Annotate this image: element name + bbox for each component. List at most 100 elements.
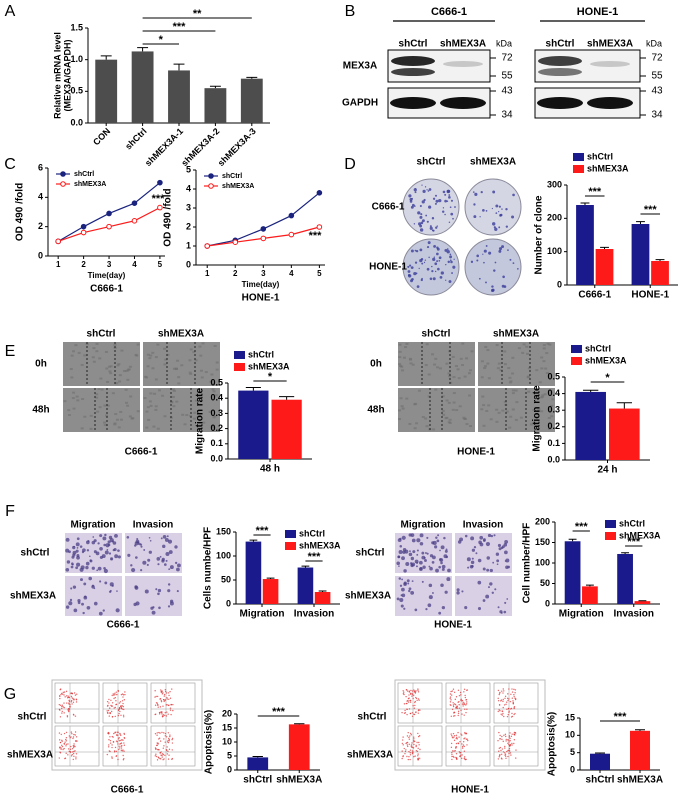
texture	[436, 366, 440, 369]
event	[509, 752, 512, 754]
cell	[134, 585, 138, 589]
event	[117, 738, 120, 740]
texture	[459, 357, 463, 360]
cell	[416, 562, 418, 564]
cell	[114, 533, 118, 538]
error-bar	[245, 387, 261, 391]
texture	[398, 356, 402, 359]
cell	[148, 550, 152, 554]
texture	[172, 389, 176, 392]
event	[410, 734, 412, 736]
texture	[454, 365, 458, 368]
x-tick-label: Migration	[240, 609, 285, 620]
cell	[163, 563, 167, 566]
significance-label: ***	[173, 21, 187, 33]
event	[406, 744, 409, 746]
texture	[431, 353, 435, 356]
event	[117, 690, 120, 692]
texture	[213, 344, 217, 347]
event	[501, 735, 503, 738]
event	[74, 750, 76, 752]
y-tick-label: 10	[222, 736, 232, 746]
texture	[188, 371, 192, 374]
y-axis-label: Migration rate	[195, 388, 206, 455]
texture	[71, 397, 75, 400]
event	[122, 716, 125, 718]
event	[161, 690, 163, 692]
cell	[497, 606, 500, 609]
event	[453, 739, 456, 742]
y-tick-label: 100	[547, 246, 562, 256]
lane-label: shCtrl	[546, 39, 575, 50]
colony	[434, 262, 438, 266]
event	[513, 742, 515, 745]
event	[417, 755, 419, 757]
cell	[482, 599, 486, 602]
x-tick-label: shCtrl	[243, 775, 272, 786]
texture	[135, 354, 139, 357]
cell	[165, 559, 168, 562]
event	[118, 709, 120, 711]
error-bar	[568, 538, 577, 542]
flow-plot	[54, 725, 100, 767]
colony	[442, 207, 445, 209]
texture	[482, 424, 486, 427]
event	[66, 695, 68, 697]
cell	[164, 538, 169, 542]
event	[118, 737, 120, 739]
event	[163, 745, 165, 747]
event	[504, 733, 507, 736]
event	[450, 699, 452, 701]
colony	[428, 188, 432, 191]
event	[122, 702, 124, 705]
event	[452, 705, 455, 708]
cell	[98, 611, 103, 616]
colony	[511, 215, 515, 219]
texture	[83, 415, 87, 418]
event	[117, 714, 120, 717]
texture	[154, 378, 158, 381]
event	[466, 744, 468, 746]
event	[113, 732, 115, 735]
event	[515, 749, 517, 751]
legend-label: shMEX3A	[222, 183, 254, 190]
texture	[81, 398, 85, 401]
cell	[467, 566, 470, 569]
event	[59, 695, 61, 697]
error-bar	[621, 552, 630, 554]
event	[106, 700, 109, 703]
event	[502, 740, 504, 743]
bar	[595, 249, 614, 285]
texture	[151, 351, 155, 354]
event	[507, 713, 509, 716]
colony	[409, 264, 412, 267]
texture	[154, 405, 158, 408]
event	[505, 703, 507, 706]
event	[512, 701, 514, 704]
event	[502, 700, 504, 703]
bar	[297, 567, 314, 604]
event	[108, 732, 110, 734]
colony	[410, 279, 414, 283]
event	[155, 702, 158, 704]
texture	[124, 388, 128, 391]
bar	[262, 579, 279, 604]
event	[115, 755, 117, 758]
event	[404, 712, 407, 714]
texture	[98, 357, 102, 360]
colony	[433, 244, 437, 248]
event	[456, 738, 459, 740]
y-tick-label: 1.5	[70, 22, 83, 32]
event	[154, 690, 156, 692]
event	[411, 695, 413, 697]
colony	[410, 266, 414, 270]
cell	[437, 534, 440, 537]
bar	[590, 753, 610, 770]
colony	[414, 261, 418, 264]
legend-swatch	[605, 520, 616, 528]
event	[159, 740, 162, 742]
band	[587, 97, 633, 109]
event	[76, 740, 78, 742]
event	[118, 712, 120, 715]
event	[59, 709, 61, 711]
